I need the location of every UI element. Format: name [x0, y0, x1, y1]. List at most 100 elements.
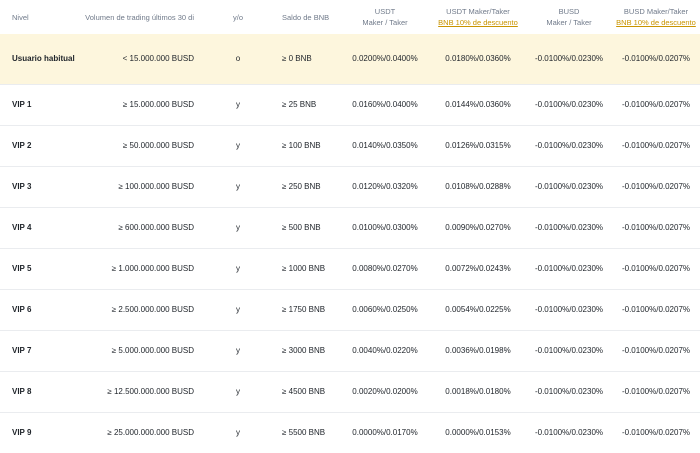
table-row: VIP 7 ≥ 5.000.000.000 BUSD y ≥ 3000 BNB …: [0, 330, 700, 371]
header-busd-sub: Maker / Taker: [546, 18, 592, 27]
header-busd-discount-title: BUSD Maker/Taker: [623, 7, 689, 16]
cell-bnb: ≥ 5500 BNB: [282, 428, 326, 438]
cell-level: VIP 8: [12, 387, 32, 396]
cell-usdt-discount: 0.0072%/0.0243%: [445, 264, 511, 273]
cell-busd-discount: -0.0100%/0.0207%: [621, 264, 691, 273]
cell-busd-discount: -0.0100%/0.0207%: [621, 141, 691, 150]
cell-usdt: 0.0140%/0.0350%: [352, 141, 418, 150]
cell-volume: ≥ 25.000.000.000 BUSD: [107, 428, 194, 438]
cell-busd: -0.0100%/0.0230%: [534, 223, 604, 232]
cell-busd: -0.0100%/0.0230%: [534, 182, 604, 191]
cell-volume: ≥ 100.000.000 BUSD: [118, 182, 194, 191]
table-row: Usuario habitual < 15.000.000 BUSD o ≥ 0…: [0, 34, 700, 84]
cell-bnb: ≥ 3000 BNB: [282, 346, 326, 355]
table-row: VIP 1 ≥ 15.000.000 BUSD y ≥ 25 BNB 0.016…: [0, 84, 700, 125]
cell-volume: ≥ 1.000.000.000 BUSD: [111, 264, 194, 273]
cell-volume: ≥ 15.000.000 BUSD: [122, 100, 194, 109]
cell-usdt: 0.0120%/0.0320%: [352, 182, 418, 191]
cell-busd: -0.0100%/0.0230%: [534, 54, 604, 64]
busd-bnb-discount-link[interactable]: BNB 10% de descuento: [616, 18, 696, 27]
cell-level: VIP 1: [12, 100, 32, 109]
cell-usdt: 0.0080%/0.0270%: [352, 264, 418, 273]
cell-op: y: [236, 305, 240, 314]
cell-level: Usuario habitual: [12, 54, 75, 64]
cell-level: VIP 7: [12, 346, 32, 355]
cell-bnb: ≥ 250 BNB: [282, 182, 321, 191]
cell-usdt-discount: 0.0054%/0.0225%: [445, 305, 511, 314]
cell-busd: -0.0100%/0.0230%: [534, 346, 604, 355]
cell-busd: -0.0100%/0.0230%: [534, 264, 604, 273]
header-op: y/o: [232, 12, 243, 22]
header-usdt-sub: Maker / Taker: [362, 18, 408, 27]
table-row: VIP 5 ≥ 1.000.000.000 BUSD y ≥ 1000 BNB …: [0, 248, 700, 289]
cell-busd-discount: -0.0100%/0.0207%: [621, 387, 691, 396]
header-volume: Volumen de trading últimos 30 di: [85, 12, 194, 22]
cell-level: VIP 5: [12, 264, 32, 273]
header-usdt-title: USDT: [374, 7, 396, 16]
cell-bnb: ≥ 25 BNB: [282, 100, 317, 109]
cell-op: y: [236, 141, 240, 150]
header-usdt-discount-title: USDT Maker/Taker: [446, 7, 510, 16]
cell-bnb: ≥ 1000 BNB: [282, 264, 326, 273]
header-busd-discount: BUSD Maker/Taker BNB 10% de descuento: [612, 0, 700, 34]
cell-level: VIP 2: [12, 141, 32, 150]
cell-busd-discount: -0.0100%/0.0207%: [621, 223, 691, 232]
cell-usdt-discount: 0.0144%/0.0360%: [445, 100, 511, 109]
table-row: VIP 6 ≥ 2.500.000.000 BUSD y ≥ 1750 BNB …: [0, 289, 700, 330]
cell-usdt: 0.0060%/0.0250%: [352, 305, 418, 314]
cell-bnb: ≥ 0 BNB: [282, 54, 312, 64]
table-header: Nivel Volumen de trading últimos 30 di y…: [0, 0, 700, 34]
cell-busd-discount: -0.0100%/0.0207%: [621, 305, 691, 314]
table-body: Usuario habitual < 15.000.000 BUSD o ≥ 0…: [0, 34, 700, 453]
cell-op: y: [236, 264, 240, 273]
cell-level: VIP 4: [12, 223, 32, 232]
cell-volume: ≥ 2.500.000.000 BUSD: [111, 305, 194, 314]
cell-level: VIP 3: [12, 182, 32, 191]
table-row: VIP 2 ≥ 50.000.000 BUSD y ≥ 100 BNB 0.01…: [0, 125, 700, 166]
cell-level: VIP 6: [12, 305, 32, 314]
cell-op: y: [236, 346, 240, 355]
cell-busd-discount: -0.0100%/0.0207%: [621, 100, 691, 109]
cell-usdt: 0.0000%/0.0170%: [352, 428, 418, 438]
cell-busd: -0.0100%/0.0230%: [534, 305, 604, 314]
cell-usdt: 0.0100%/0.0300%: [352, 223, 418, 232]
cell-op: y: [236, 182, 240, 191]
cell-busd: -0.0100%/0.0230%: [534, 428, 604, 438]
header-level: Nivel: [12, 12, 29, 22]
usdt-bnb-discount-link[interactable]: BNB 10% de descuento: [438, 18, 518, 27]
cell-op: y: [236, 100, 240, 109]
cell-usdt-discount: 0.0000%/0.0153%: [445, 428, 511, 438]
cell-usdt-discount: 0.0090%/0.0270%: [445, 223, 511, 232]
cell-usdt-discount: 0.0108%/0.0288%: [445, 182, 511, 191]
cell-busd-discount: -0.0100%/0.0207%: [621, 54, 691, 64]
cell-busd-discount: -0.0100%/0.0207%: [621, 428, 691, 438]
cell-usdt-discount: 0.0126%/0.0315%: [445, 141, 511, 150]
cell-volume: ≥ 600.000.000 BUSD: [118, 223, 194, 232]
cell-usdt: 0.0040%/0.0220%: [352, 346, 418, 355]
header-bnb-balance: Saldo de BNB: [282, 12, 330, 22]
header-usdt: USDT Maker / Taker: [340, 0, 430, 34]
cell-bnb: ≥ 1750 BNB: [282, 305, 326, 314]
cell-usdt: 0.0160%/0.0400%: [352, 100, 418, 109]
cell-op: o: [235, 54, 241, 64]
cell-volume: ≥ 12.500.000.000 BUSD: [107, 387, 194, 396]
table-row: VIP 9 ≥ 25.000.000.000 BUSD y ≥ 5500 BNB…: [0, 412, 700, 453]
cell-busd: -0.0100%/0.0230%: [534, 100, 604, 109]
cell-bnb: ≥ 500 BNB: [282, 223, 321, 232]
cell-volume: ≥ 50.000.000 BUSD: [122, 141, 194, 150]
cell-op: y: [236, 428, 240, 438]
cell-op: y: [236, 387, 240, 396]
cell-volume: ≥ 5.000.000.000 BUSD: [111, 346, 194, 355]
table-row: VIP 4 ≥ 600.000.000 BUSD y ≥ 500 BNB 0.0…: [0, 207, 700, 248]
cell-volume: < 15.000.000 BUSD: [122, 54, 194, 64]
cell-bnb: ≥ 4500 BNB: [282, 387, 326, 396]
table-row: VIP 3 ≥ 100.000.000 BUSD y ≥ 250 BNB 0.0…: [0, 166, 700, 207]
cell-usdt: 0.0020%/0.0200%: [352, 387, 418, 396]
cell-usdt-discount: 0.0018%/0.0180%: [445, 387, 511, 396]
cell-busd: -0.0100%/0.0230%: [534, 141, 604, 150]
cell-busd: -0.0100%/0.0230%: [534, 387, 604, 396]
header-busd: BUSD Maker / Taker: [526, 0, 612, 34]
cell-usdt: 0.0200%/0.0400%: [352, 54, 418, 64]
cell-bnb: ≥ 100 BNB: [282, 141, 321, 150]
